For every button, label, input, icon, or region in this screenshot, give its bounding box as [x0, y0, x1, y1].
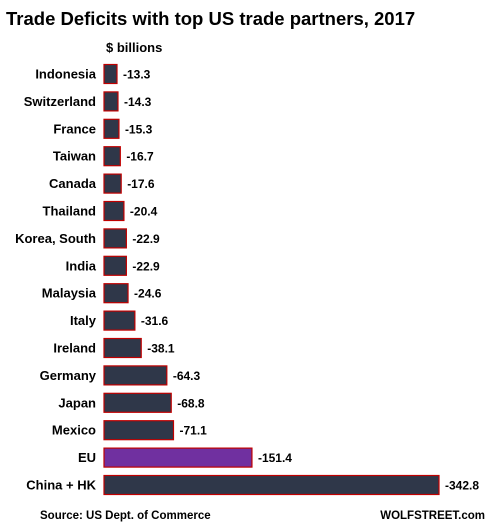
bar [103, 310, 136, 331]
bar-row: Japan -68.8 [58, 392, 205, 413]
bar [103, 337, 142, 359]
category-label: Italy [70, 313, 97, 328]
category-label: China + HK [26, 478, 96, 493]
bar-row: Ireland -38.1 [53, 337, 175, 359]
category-label: Thailand [43, 204, 97, 219]
category-label: France [53, 121, 96, 136]
category-label: Korea, South [15, 231, 96, 246]
bar [103, 173, 122, 194]
category-label: Germany [40, 368, 97, 383]
bar-row: Thailand -20.4 [43, 200, 158, 222]
category-label: India [66, 258, 97, 273]
data-label: -68.8 [177, 396, 205, 410]
data-label: -38.1 [147, 342, 175, 356]
bar [103, 200, 125, 222]
data-label: -151.4 [258, 451, 292, 465]
category-label: Switzerland [24, 94, 96, 109]
bar [103, 283, 129, 304]
category-label: EU [78, 450, 96, 465]
bar [103, 63, 118, 85]
data-label: -17.6 [127, 177, 155, 191]
bar [103, 365, 168, 386]
data-label: -22.9 [132, 232, 160, 246]
bar [103, 474, 440, 496]
bar-row: EU -151.4 [78, 447, 292, 468]
credit-note: WOLFSTREET.com [380, 510, 485, 522]
data-label: -13.3 [123, 68, 151, 82]
bar [103, 228, 127, 249]
bar-row: Mexico -71.1 [52, 420, 207, 441]
category-label: Mexico [52, 423, 96, 438]
bar-row: Taiwan -16.7 [53, 146, 154, 167]
category-label: Indonesia [35, 67, 96, 82]
category-label: Ireland [53, 341, 96, 356]
bar-row: Italy -31.6 [70, 310, 169, 331]
bar-row: Canada -17.6 [49, 173, 155, 194]
data-label: -22.9 [132, 259, 160, 273]
bar-row: Korea, South -22.9 [15, 228, 160, 249]
category-label: Malaysia [42, 286, 97, 301]
category-label: Canada [49, 176, 97, 191]
bar [103, 447, 253, 468]
data-label: -71.1 [179, 424, 207, 438]
category-label: Taiwan [53, 149, 96, 164]
bars-layer: Indonesia -13.3 Switzerland -14.3 France -15.… [15, 63, 479, 496]
bar [103, 91, 119, 112]
bar-row: Germany -64.3 [40, 365, 201, 386]
bar-row: Switzerland -14.3 [24, 91, 152, 112]
bar-row: India -22.9 [66, 255, 160, 276]
bar [103, 420, 175, 441]
data-label: -64.3 [173, 369, 201, 383]
category-label: Japan [58, 395, 96, 410]
unit-label: $ billions [106, 40, 162, 55]
chart-title: Trade Deficits with top US trade partner… [6, 8, 415, 29]
bar [103, 146, 121, 167]
data-label: -24.6 [134, 287, 162, 301]
bar-row: Malaysia -24.6 [42, 283, 162, 304]
data-label: -15.3 [125, 122, 153, 136]
source-note: Source: US Dept. of Commerce [40, 510, 211, 522]
bar [103, 118, 120, 139]
data-label: -20.4 [130, 205, 158, 219]
bar [103, 392, 172, 413]
data-label: -16.7 [126, 150, 154, 164]
bar-row: Indonesia -13.3 [35, 63, 151, 85]
data-label: -14.3 [124, 95, 152, 109]
data-label: -31.6 [141, 314, 169, 328]
bar [103, 255, 127, 276]
bar-row: China + HK -342.8 [26, 474, 479, 496]
bar-row: France -15.3 [53, 118, 153, 139]
data-label: -342.8 [445, 479, 479, 493]
